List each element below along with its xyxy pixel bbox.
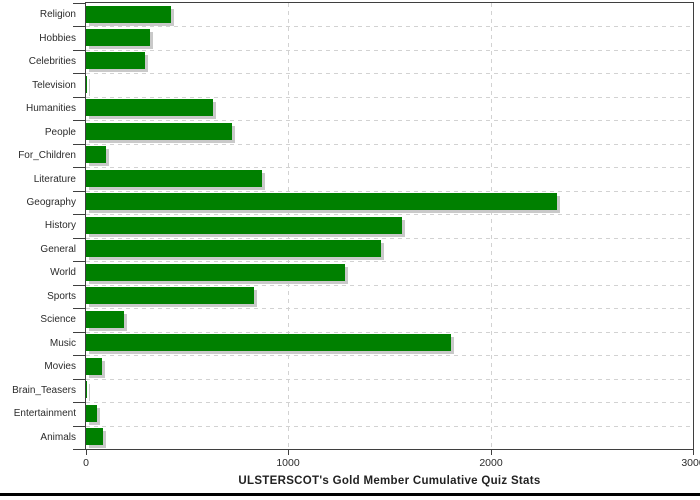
x-axis-tick xyxy=(693,450,694,455)
category-label: Television xyxy=(32,79,76,91)
h-gridline xyxy=(86,237,693,239)
bar-people xyxy=(86,122,232,140)
y-axis-tick xyxy=(73,3,85,4)
bar-celebrities xyxy=(86,52,145,70)
x-tick-label: 0 xyxy=(83,457,89,469)
bar-general xyxy=(86,240,382,258)
category-label: Science xyxy=(40,314,76,326)
category-label: Movies xyxy=(44,361,76,373)
bar-history xyxy=(86,216,402,234)
h-gridline xyxy=(86,378,693,380)
category-label: Geography xyxy=(26,197,76,209)
h-gridline xyxy=(86,261,693,263)
category-label: Celebrities xyxy=(28,56,76,68)
bar-entertainment xyxy=(86,404,98,422)
h-gridline xyxy=(86,49,693,51)
y-axis-tick xyxy=(73,261,85,262)
category-label: World xyxy=(50,267,76,279)
x-tick-label: 3000 xyxy=(681,457,700,469)
h-gridline xyxy=(86,26,693,28)
category-label: People xyxy=(44,126,76,138)
y-axis-tick xyxy=(73,214,85,215)
h-gridline xyxy=(86,331,693,333)
x-tick-label: 1000 xyxy=(276,457,300,469)
bar-hobbies xyxy=(86,28,150,46)
category-label: History xyxy=(44,220,76,232)
category-label: Religion xyxy=(39,9,76,21)
category-label: Music xyxy=(49,337,76,349)
h-gridline xyxy=(86,402,693,404)
h-gridline xyxy=(86,143,693,145)
category-label: Literature xyxy=(33,173,76,185)
bar-brain_teasers xyxy=(86,381,87,399)
bar-sports xyxy=(86,287,254,305)
h-gridline xyxy=(86,284,693,286)
h-gridline xyxy=(86,167,693,169)
y-axis-tick xyxy=(73,144,85,145)
category-label: For_Children xyxy=(18,150,76,162)
bar-animals xyxy=(86,428,104,446)
x-axis-tick xyxy=(288,450,289,455)
y-axis-tick xyxy=(73,50,85,51)
y-axis-tick xyxy=(73,191,85,192)
y-axis-tick xyxy=(73,355,85,356)
category-label: General xyxy=(40,243,76,255)
bar-humanities xyxy=(86,99,214,117)
bar-music xyxy=(86,334,452,352)
plot-area xyxy=(85,2,694,450)
category-label: Humanities xyxy=(25,103,76,115)
h-gridline xyxy=(86,120,693,122)
x-tick-label: 2000 xyxy=(479,457,503,469)
h-gridline xyxy=(86,73,693,75)
bar-movies xyxy=(86,357,103,375)
bar-religion xyxy=(86,5,171,23)
h-gridline xyxy=(86,214,693,216)
category-label: Brain_Teasers xyxy=(12,384,76,396)
bar-geography xyxy=(86,193,558,211)
h-gridline xyxy=(86,355,693,357)
y-axis-tick xyxy=(73,120,85,121)
y-axis-tick xyxy=(73,26,85,27)
y-axis-tick xyxy=(73,238,85,239)
y-axis-tick xyxy=(73,379,85,380)
x-axis-tick xyxy=(491,450,492,455)
h-gridline xyxy=(86,96,693,98)
category-label: Hobbies xyxy=(39,32,76,44)
bar-for_children xyxy=(86,146,107,164)
y-axis-tick xyxy=(73,285,85,286)
y-axis-tick xyxy=(73,402,85,403)
y-axis-tick xyxy=(73,167,85,168)
y-axis-tick xyxy=(73,308,85,309)
bar-science xyxy=(86,310,125,328)
category-label: Sports xyxy=(47,290,76,302)
chart-title: ULSTERSCOT's Gold Member Cumulative Quiz… xyxy=(238,475,541,487)
v-gridline xyxy=(490,3,492,449)
y-axis-tick xyxy=(73,332,85,333)
bar-world xyxy=(86,263,345,281)
x-axis-tick xyxy=(86,450,87,455)
category-label: Animals xyxy=(40,431,76,443)
bar-television xyxy=(86,75,87,93)
h-gridline xyxy=(86,190,693,192)
category-label: Entertainment xyxy=(13,408,76,420)
y-axis-tick xyxy=(73,426,85,427)
window-bottom-edge xyxy=(0,493,700,496)
y-axis-tick xyxy=(73,97,85,98)
y-axis-tick xyxy=(73,449,85,450)
h-gridline xyxy=(86,308,693,310)
y-axis-tick xyxy=(73,73,85,74)
bar-literature xyxy=(86,169,263,187)
h-gridline xyxy=(86,425,693,427)
